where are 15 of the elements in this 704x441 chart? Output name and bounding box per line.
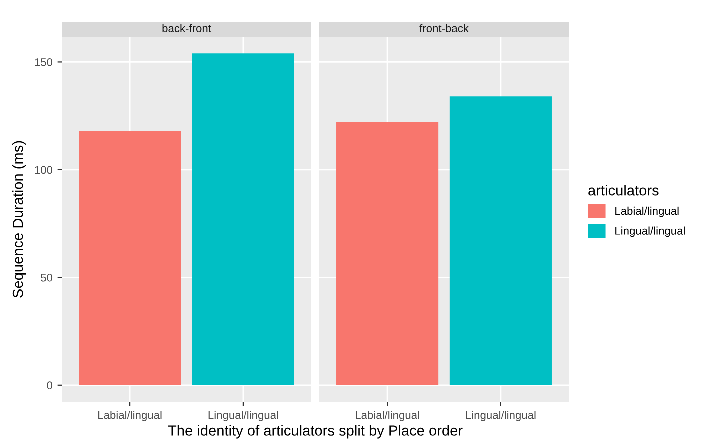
x-tick-label: Labial/lingual [98, 411, 162, 422]
legend-title: articulators [588, 185, 659, 196]
x-axis-title: The identity of articulators split by Place order [168, 425, 463, 439]
y-tick-label: 150 [35, 58, 53, 66]
chart-title: front-back [420, 24, 469, 32]
y-tick-label: 50 [41, 274, 53, 282]
legend-label: Lingual/lingual [616, 226, 685, 238]
y-tick-label: 100 [35, 166, 53, 174]
y-tick-label: 0 [47, 382, 53, 390]
x-tick-label: Lingual/lingual [466, 411, 536, 422]
legend-label: Labial/lingual [616, 206, 679, 218]
y-axis-title: Sequence Duration (ms) [12, 141, 26, 298]
x-tick-label: Labial/lingual [356, 411, 420, 422]
x-tick-label: Lingual/lingual [208, 411, 278, 422]
chart-title: back-front [162, 24, 212, 32]
